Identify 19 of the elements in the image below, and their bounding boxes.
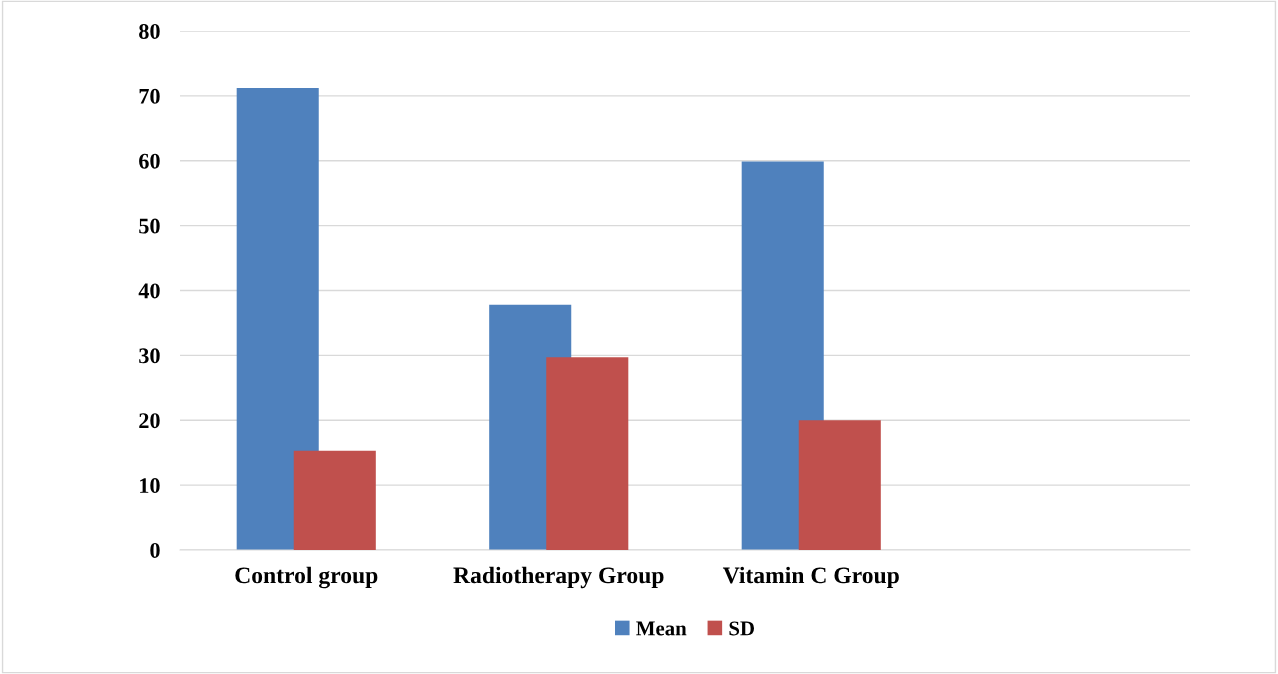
x-tick-label: Vitamin C Group <box>722 566 899 589</box>
x-tick-label: Control group <box>235 566 378 589</box>
bar <box>741 161 824 550</box>
y-tick-label: 70 <box>139 88 160 104</box>
y-tick-label: 10 <box>140 478 160 494</box>
y-tick-label: 0 <box>150 542 160 558</box>
bar <box>293 450 376 550</box>
bar <box>546 357 629 550</box>
legend-label: SD <box>729 621 755 636</box>
y-tick-label: 20 <box>139 413 160 429</box>
bar <box>236 88 319 550</box>
bar <box>798 420 881 550</box>
y-tick-label: 30 <box>139 348 160 364</box>
legend-label: Mean <box>636 621 687 636</box>
x-tick-label: Radiotherapy Group <box>453 566 664 589</box>
y-tick-label: 60 <box>139 153 160 169</box>
y-tick-label: 50 <box>139 218 160 234</box>
y-tick-label: 40 <box>138 283 160 299</box>
y-tick-label: 80 <box>139 23 160 39</box>
